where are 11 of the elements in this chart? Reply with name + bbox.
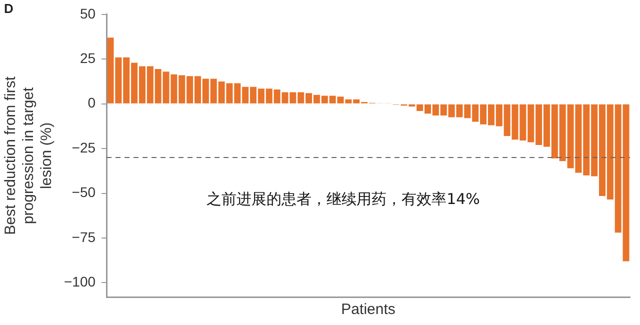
y-axis-title: Best reduction from first progression in target lesion (%) [2, 76, 56, 235]
y-tick-label: 50 [80, 5, 96, 22]
y-tick-label: −75 [72, 228, 96, 245]
annotation: 之前进展的患者，继续用药，有效率14% [206, 190, 480, 208]
y-tick-label: 25 [80, 50, 96, 66]
y-tick-label: −25 [72, 139, 96, 156]
y-tick-label: −50 [72, 184, 96, 200]
y-tick-label: −100 [64, 274, 96, 290]
y-tick-label: 0 [88, 94, 96, 111]
x-axis-title: Patients [341, 301, 396, 318]
chart-title: D [4, 1, 14, 16]
